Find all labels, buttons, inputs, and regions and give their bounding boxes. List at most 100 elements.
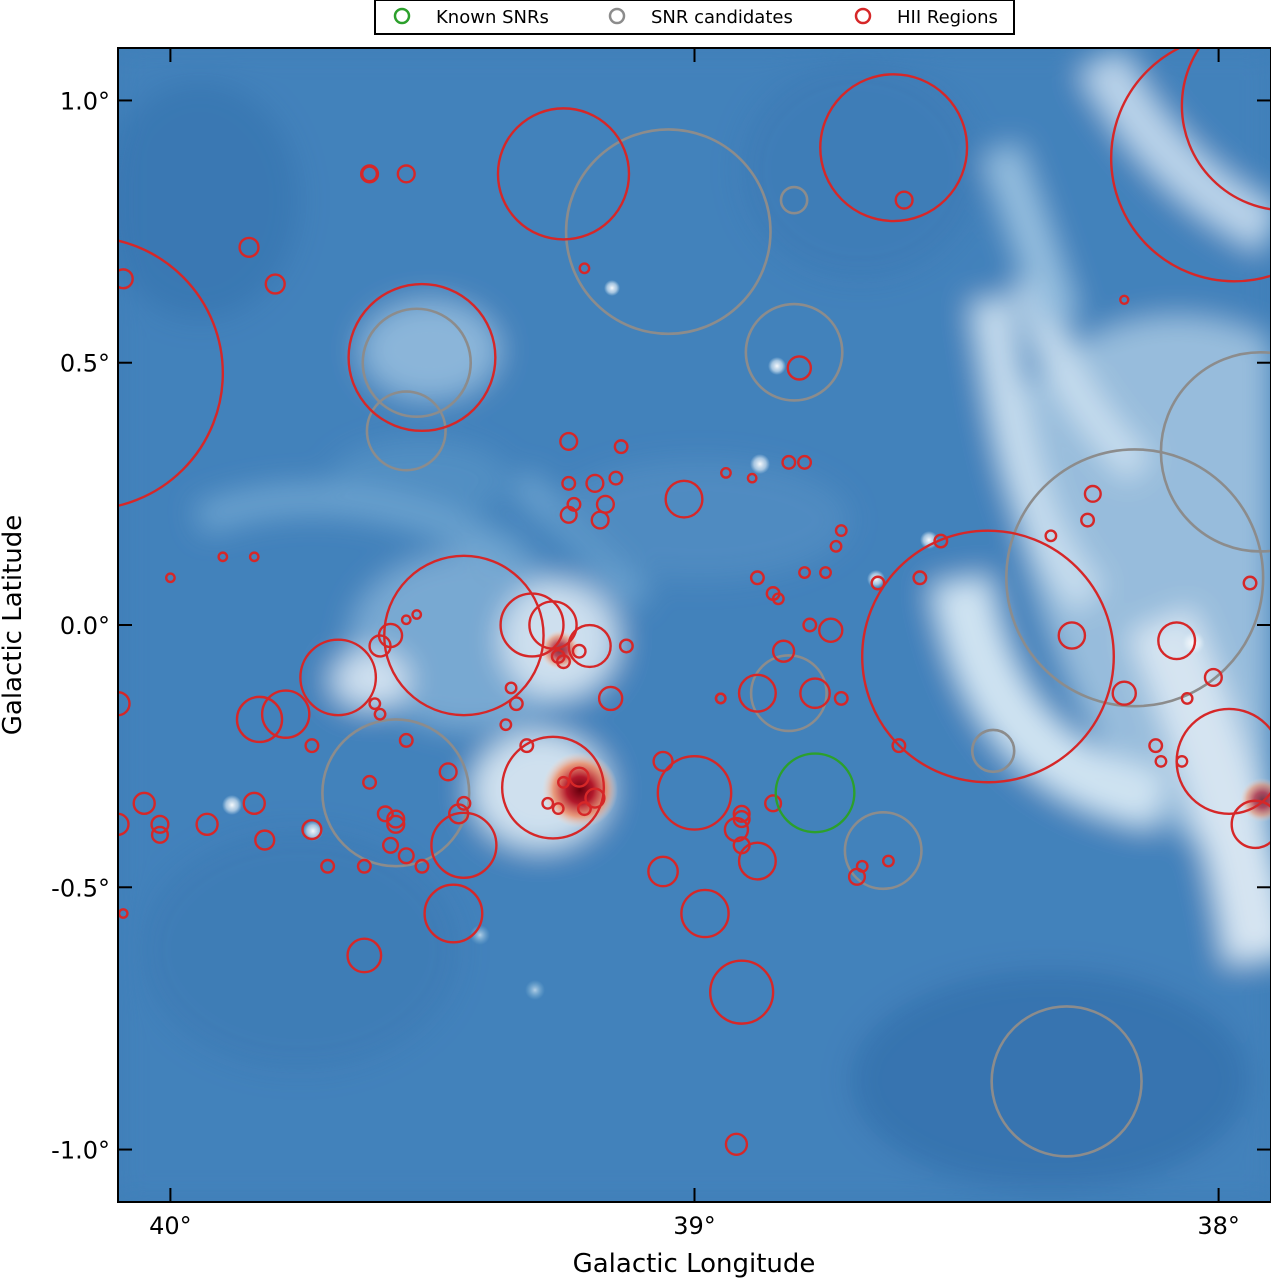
hii-regions-circle-14: [786, 355, 813, 381]
hii-regions-circle-133: [551, 802, 565, 816]
legend-label-known-snrs: Known SNRs: [436, 7, 549, 28]
y-axis-label: Galactic Latitude: [0, 515, 28, 736]
hii-regions-circle-58: [1175, 754, 1189, 768]
hii-regions-circle-4: [1180, 48, 1271, 211]
hii-regions-circle-97: [561, 475, 577, 491]
snr-candidates-circle-5: [321, 718, 471, 868]
hii-regions-circle-33: [912, 570, 928, 586]
hii-regions-circle-32: [1057, 621, 1087, 650]
hii-regions-circle-114: [881, 854, 895, 868]
snr-candidates-circle-7: [843, 810, 923, 891]
hii-regions-circle-25: [585, 473, 605, 493]
hii-regions-circle-129: [118, 268, 134, 290]
legend: Known SNRs SNR candidates HII Regions: [374, 0, 1015, 35]
hii-regions-circle-76: [376, 805, 394, 823]
hii-regions-circle-47: [567, 623, 612, 669]
hii-regions-circle-78: [423, 883, 484, 944]
hii-regions-circle-40: [819, 566, 832, 579]
hii-regions-circle-79: [346, 937, 383, 974]
legend-marker-known-snrs: [393, 7, 411, 25]
hii-regions-circle-99: [519, 738, 535, 754]
hii-regions-circle-59: [217, 551, 229, 563]
legend-label-hii-regions: HII Regions: [897, 7, 998, 28]
hii-regions-circle-12: [656, 754, 733, 831]
hii-regions-circle-52: [1083, 484, 1102, 503]
snr-candidates-circle-9: [990, 1005, 1143, 1158]
hii-regions-circle-90: [618, 638, 634, 654]
hii-regions-circle-87: [508, 696, 524, 712]
legend-label-snr-candidates: SNR candidates: [651, 7, 793, 28]
hii-regions-circle-1: [496, 107, 631, 241]
hii-regions-circle-123: [118, 812, 130, 837]
hii-regions-circle-136: [398, 732, 414, 748]
hii-regions-circle-35: [737, 673, 777, 713]
hii-regions-circle-132: [361, 165, 379, 183]
x-tick-label-2: 38°: [1197, 1212, 1240, 1240]
hii-regions-circle-83: [373, 707, 387, 721]
hii-regions-circle-54: [1203, 667, 1223, 688]
hii-regions-circle-116: [724, 1132, 749, 1156]
hii-regions-circle-101: [541, 796, 555, 810]
y-tick-label-4: -1.0°: [51, 1137, 110, 1165]
hii-regions-circle-56: [1148, 738, 1164, 754]
hii-regions-circle-117: [647, 855, 679, 888]
snr-candidates-circle-0: [564, 128, 772, 336]
hii-regions-circle-7: [499, 592, 565, 658]
hii-regions-circle-124: [93, 909, 101, 917]
hii-regions-circle-31: [737, 841, 777, 881]
legend-frame: [374, 0, 1015, 35]
hii-regions-circle-41: [829, 539, 843, 553]
hii-regions-circle-20: [264, 273, 286, 295]
hii-regions-circle-77: [356, 858, 372, 874]
hii-regions-circle-81: [396, 164, 416, 184]
hii-regions-circle-131: [248, 551, 260, 563]
hii-regions-circle-39: [798, 566, 811, 579]
hii-regions-circle-115: [709, 959, 775, 1025]
hii-regions-circle-111: [714, 692, 727, 705]
hii-regions-circle-5: [347, 282, 497, 433]
hii-regions-circle-89: [584, 787, 606, 809]
hii-regions-circle-3: [819, 73, 969, 223]
hii-regions-circle-57: [1154, 754, 1168, 768]
hii-regions-circle-125: [150, 825, 169, 844]
hii-regions-circle-135: [368, 634, 392, 658]
hii-regions-circle-49: [1180, 691, 1194, 705]
region-circles: [93, 48, 1271, 1158]
x-tick-label-0: 40°: [149, 1212, 192, 1240]
hii-regions-circle-80: [118, 908, 129, 919]
hii-regions-circle-51: [1044, 529, 1058, 543]
hii-regions-circle-9: [861, 529, 1115, 784]
hii-regions-circle-107: [720, 466, 732, 479]
hii-regions-circle-102: [557, 775, 570, 789]
y-tick-label-1: 0.5°: [60, 350, 110, 378]
hii-regions-circle-71: [386, 814, 406, 834]
snr-candidates-circle-8: [970, 728, 1016, 774]
hii-regions-circle-8: [500, 735, 606, 840]
hii-regions-circle-74: [414, 858, 430, 874]
snr-candidates-circle-2: [744, 302, 844, 402]
hii-regions-circle-37: [818, 617, 844, 643]
hii-regions-circle-113: [855, 859, 869, 873]
hii-regions-circle-11: [430, 811, 498, 880]
hii-regions-circle-85: [400, 614, 412, 626]
snr-candidates-circle-10: [1005, 448, 1265, 708]
hii-regions-circle-137: [504, 681, 518, 695]
hii-regions-circle-0: [118, 239, 224, 508]
hii-regions-circle-62: [260, 689, 311, 739]
hii-regions-circle-69: [438, 762, 458, 782]
hii-regions-circle-45: [797, 454, 813, 470]
hii-regions-circle-139: [559, 505, 578, 524]
hii-regions-circle-66: [254, 829, 276, 851]
y-tick-label-0: 1.0°: [60, 87, 110, 115]
x-axis-label: Galactic Longitude: [573, 1249, 816, 1279]
y-tick-label-3: -0.5°: [51, 874, 110, 902]
hii-regions-circle-103: [764, 794, 783, 813]
hii-regions-circle-53: [1157, 621, 1197, 661]
x-tick-label-1: 39°: [673, 1212, 716, 1240]
snr-candidates-circle-6: [749, 654, 828, 733]
hii-regions-circle-15: [299, 638, 378, 717]
hii-regions-circle-86: [411, 609, 423, 620]
hii-regions-circle-120: [1080, 512, 1096, 528]
hii-regions-circle-82: [368, 697, 382, 711]
hii-regions-circle-95: [613, 439, 629, 455]
